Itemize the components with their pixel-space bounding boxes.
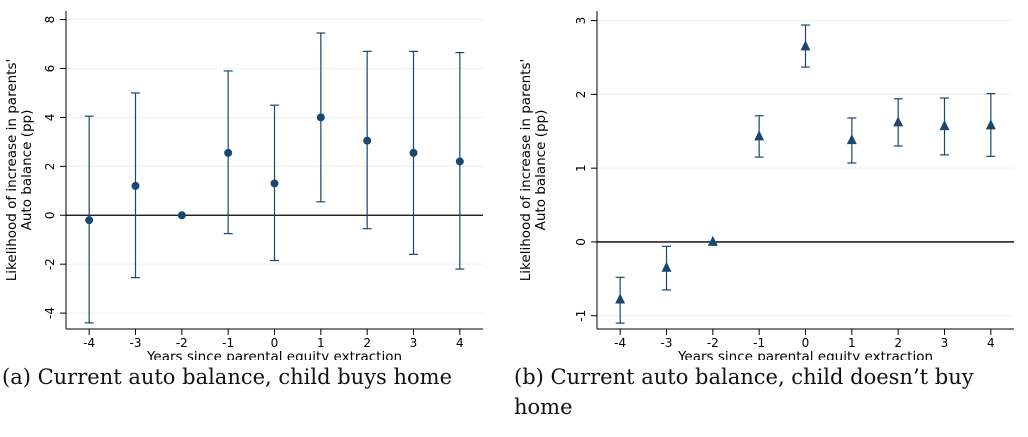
data-point: [615, 293, 626, 304]
chart-panel-b: -1 0 1 2 3 -4 -3 -2 -1 0 1 2 3 4 Years since parental …: [514, 0, 1028, 437]
x-tick-label: -1: [222, 336, 234, 350]
chart-a: -4 -2 0 2 4 6 8 -4 -3 -2 -1 0 1 2 3 4 Years since parent…: [4, 11, 483, 360]
data-point: [363, 136, 372, 145]
data-point: [707, 235, 718, 246]
chart-panel-a: -4 -2 0 2 4 6 8 -4 -3 -2 -1 0 1 2 3 4 Years since parent…: [2, 11, 483, 389]
data-point: [846, 134, 857, 145]
data-point: [409, 148, 418, 157]
y-axis-label: Likelihood of increase in parents': [4, 59, 20, 281]
y-axis-label: Auto balance (pp): [533, 110, 549, 231]
y-tick-label: 8: [43, 16, 57, 24]
y-tick-label: 4: [43, 114, 57, 122]
chart-b: -1 0 1 2 3 -4 -3 -2 -1 0 1 2 3 4 Years since parental …: [518, 11, 1014, 360]
data-point: [800, 40, 811, 51]
x-tick-label: 2: [894, 336, 902, 350]
x-tick-label: 2: [363, 336, 371, 350]
x-tick-label: 3: [410, 336, 418, 350]
data-point: [455, 157, 464, 166]
data-point: [177, 211, 186, 220]
x-tick-label: -2: [707, 336, 719, 350]
x-tick-label: 3: [941, 336, 949, 350]
y-tick-label: 0: [574, 238, 588, 246]
y-axis-label: Likelihood of increase in parents': [518, 59, 534, 281]
y-tick-label: 2: [43, 163, 57, 171]
x-tick-label: 0: [271, 336, 279, 350]
x-tick-label: 4: [456, 336, 464, 350]
x-tick-label: -4: [614, 336, 626, 350]
x-tick-label: -1: [753, 336, 765, 350]
y-tick-label: -1: [574, 310, 588, 322]
data-point: [893, 116, 904, 127]
data-point: [85, 216, 94, 225]
x-tick-label: -3: [661, 336, 673, 350]
y-axis-label: Auto balance (pp): [19, 110, 35, 231]
data-point: [131, 181, 140, 190]
x-tick-label: 4: [987, 336, 995, 350]
y-tick-label: 0: [43, 211, 57, 219]
data-point: [661, 261, 672, 272]
data-point: [316, 113, 325, 122]
y-tick-label: 3: [574, 17, 588, 25]
y-tick-label: 1: [574, 164, 588, 172]
x-tick-label: 1: [317, 336, 325, 350]
data-point: [270, 179, 279, 188]
caption-a: (a) Current auto balance, child buys hom…: [2, 365, 453, 389]
data-point: [985, 119, 996, 130]
y-tick-label: 6: [43, 65, 57, 73]
y-tick-label: -2: [43, 258, 57, 270]
caption-b: (b) Current auto balance, child doesn’t …: [514, 365, 974, 419]
data-point: [939, 120, 950, 131]
y-tick-label: -4: [43, 307, 57, 319]
x-tick-label: 0: [802, 336, 810, 350]
x-axis-label: Years since parental equity extraction: [146, 349, 402, 360]
data-point: [224, 148, 233, 157]
x-tick-label: -3: [130, 336, 142, 350]
x-tick-label: -4: [83, 336, 95, 350]
x-tick-label: 1: [848, 336, 856, 350]
x-axis-label: Years since parental equity extraction: [677, 349, 933, 360]
data-point: [754, 130, 765, 141]
x-tick-label: -2: [176, 336, 188, 350]
y-tick-label: 2: [574, 91, 588, 99]
